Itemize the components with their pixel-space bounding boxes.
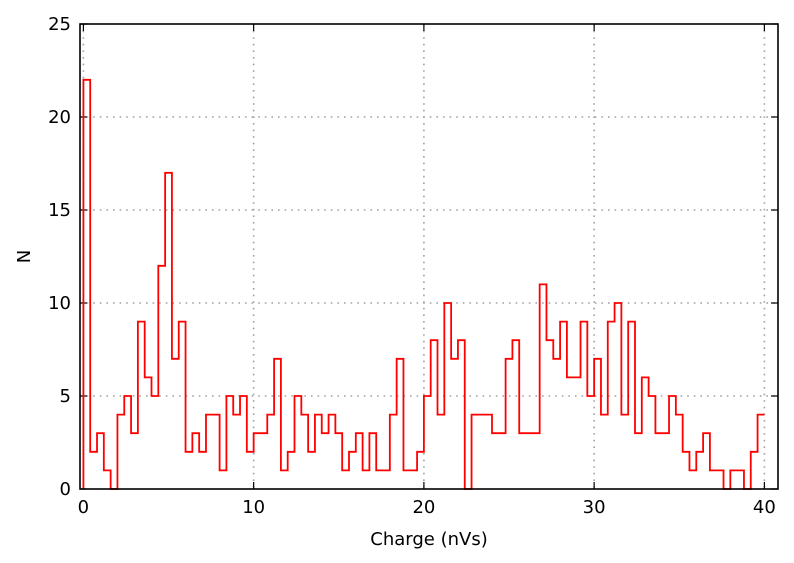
x-tick-label: 30: [583, 497, 606, 518]
x-tick-label: 40: [753, 497, 776, 518]
y-axis-label: N: [14, 250, 35, 263]
y-tick-label: 0: [60, 479, 71, 500]
y-tick-label: 15: [48, 200, 71, 221]
x-axis-label: Charge (nVs): [370, 529, 487, 550]
y-tick-label: 25: [48, 14, 71, 35]
y-tick-label: 5: [60, 386, 71, 407]
x-tick-label: 20: [412, 497, 435, 518]
plot-frame: [79, 23, 779, 490]
y-tick-labels: 0 5 10 15 20 25: [48, 14, 71, 500]
y-tick-label: 10: [48, 293, 71, 314]
x-tick-labels: 0 10 20 30 40: [78, 497, 776, 518]
x-tick-label: 0: [78, 497, 89, 518]
histogram-series-line: [82, 78, 765, 490]
y-tick-label: 20: [48, 107, 71, 128]
x-tick-label: 10: [242, 497, 265, 518]
